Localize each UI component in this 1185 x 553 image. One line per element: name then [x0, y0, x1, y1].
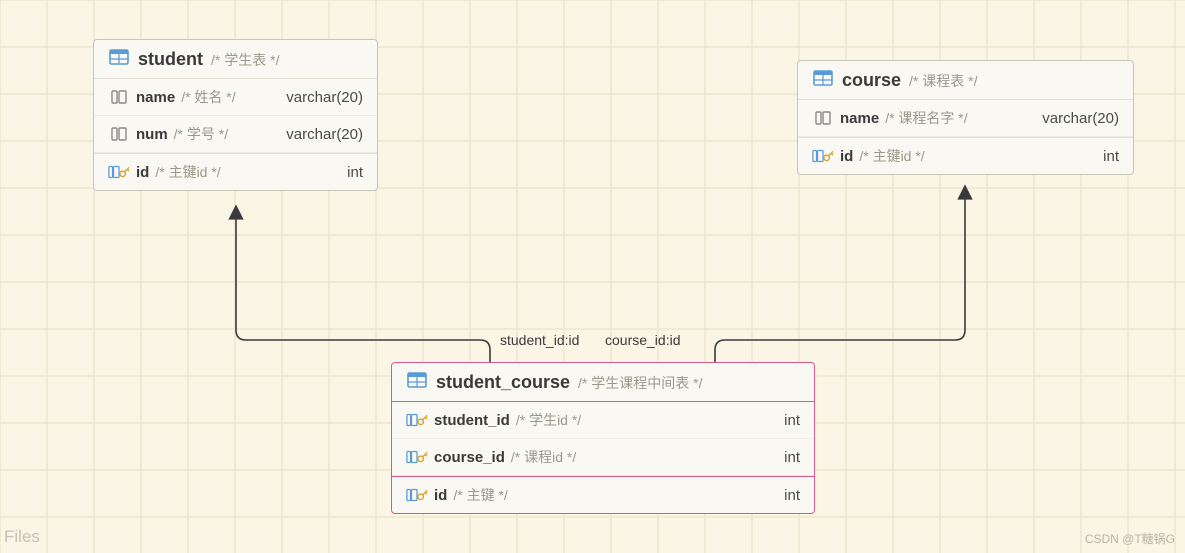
- table-student_course[interactable]: student_course /* 学生课程中间表 */ student_id /*…: [391, 362, 815, 514]
- watermark-csdn: CSDN @T糖锅G: [1085, 530, 1175, 547]
- column-row-course-name[interactable]: name /* 课程名字 */ varchar(20): [798, 100, 1133, 137]
- table-header-course[interactable]: course /* 课程表 */: [798, 61, 1133, 100]
- column-icon: [108, 125, 130, 143]
- table-icon: [812, 69, 834, 87]
- pk-icon: [108, 163, 130, 181]
- table-student[interactable]: student /* 学生表 */ name /* 姓名 */ varchar(20)…: [93, 39, 378, 191]
- column-name: course_id: [434, 449, 505, 466]
- key-comment: /* 主键 */: [453, 485, 507, 505]
- key-comment: /* 主键id */: [859, 146, 924, 166]
- fk-icon: [406, 486, 428, 504]
- table-icon: [108, 48, 130, 66]
- column-row-student-name[interactable]: name /* 姓名 */ varchar(20): [94, 79, 377, 116]
- column-name: name: [840, 110, 879, 127]
- key-name: id: [136, 164, 149, 181]
- key-name: id: [434, 487, 447, 504]
- key-type: int: [327, 164, 363, 181]
- column-name: student_id: [434, 412, 510, 429]
- column-row-student_course-student_id[interactable]: student_id /* 学生id */ int: [392, 402, 814, 439]
- column-type: varchar(20): [266, 89, 363, 106]
- key-row-student_course-id[interactable]: id /* 主键 */ int: [392, 476, 814, 513]
- fk-icon: [406, 411, 428, 429]
- column-comment: /* 课程名字 */: [885, 108, 967, 128]
- key-comment: /* 主键id */: [155, 162, 220, 182]
- table-name: student_course: [436, 372, 570, 393]
- table-header-student_course[interactable]: student_course /* 学生课程中间表 */: [392, 363, 814, 402]
- watermark-files: Files: [4, 527, 40, 547]
- table-icon: [406, 371, 428, 389]
- column-row-student-num[interactable]: num /* 学号 */ varchar(20): [94, 116, 377, 153]
- table-comment: /* 课程表 */: [909, 71, 977, 91]
- column-row-student_course-course_id[interactable]: course_id /* 课程id */ int: [392, 439, 814, 476]
- column-type: varchar(20): [266, 126, 363, 143]
- column-icon: [108, 88, 130, 106]
- table-name: student: [138, 49, 203, 70]
- table-course[interactable]: course /* 课程表 */ name /* 课程名字 */ varchar(20…: [797, 60, 1134, 175]
- column-type: int: [764, 412, 800, 429]
- column-comment: /* 姓名 */: [181, 87, 235, 107]
- key-row-student-id[interactable]: id /* 主键id */ int: [94, 153, 377, 190]
- fk-icon: [406, 448, 428, 466]
- column-type: int: [764, 449, 800, 466]
- column-icon: [812, 109, 834, 127]
- key-type: int: [764, 487, 800, 504]
- column-comment: /* 学号 */: [174, 124, 228, 144]
- table-header-student[interactable]: student /* 学生表 */: [94, 40, 377, 79]
- column-comment: /* 学生id */: [516, 410, 581, 430]
- table-comment: /* 学生课程中间表 */: [578, 373, 702, 393]
- column-name: num: [136, 126, 168, 143]
- edge-label-1: course_id:id: [605, 332, 681, 348]
- key-name: id: [840, 148, 853, 165]
- column-name: name: [136, 89, 175, 106]
- key-type: int: [1083, 148, 1119, 165]
- table-comment: /* 学生表 */: [211, 50, 279, 70]
- column-comment: /* 课程id */: [511, 447, 576, 467]
- column-type: varchar(20): [1022, 110, 1119, 127]
- table-name: course: [842, 70, 901, 91]
- edge-label-0: student_id:id: [500, 332, 579, 348]
- pk-icon: [812, 147, 834, 165]
- key-row-course-id[interactable]: id /* 主键id */ int: [798, 137, 1133, 174]
